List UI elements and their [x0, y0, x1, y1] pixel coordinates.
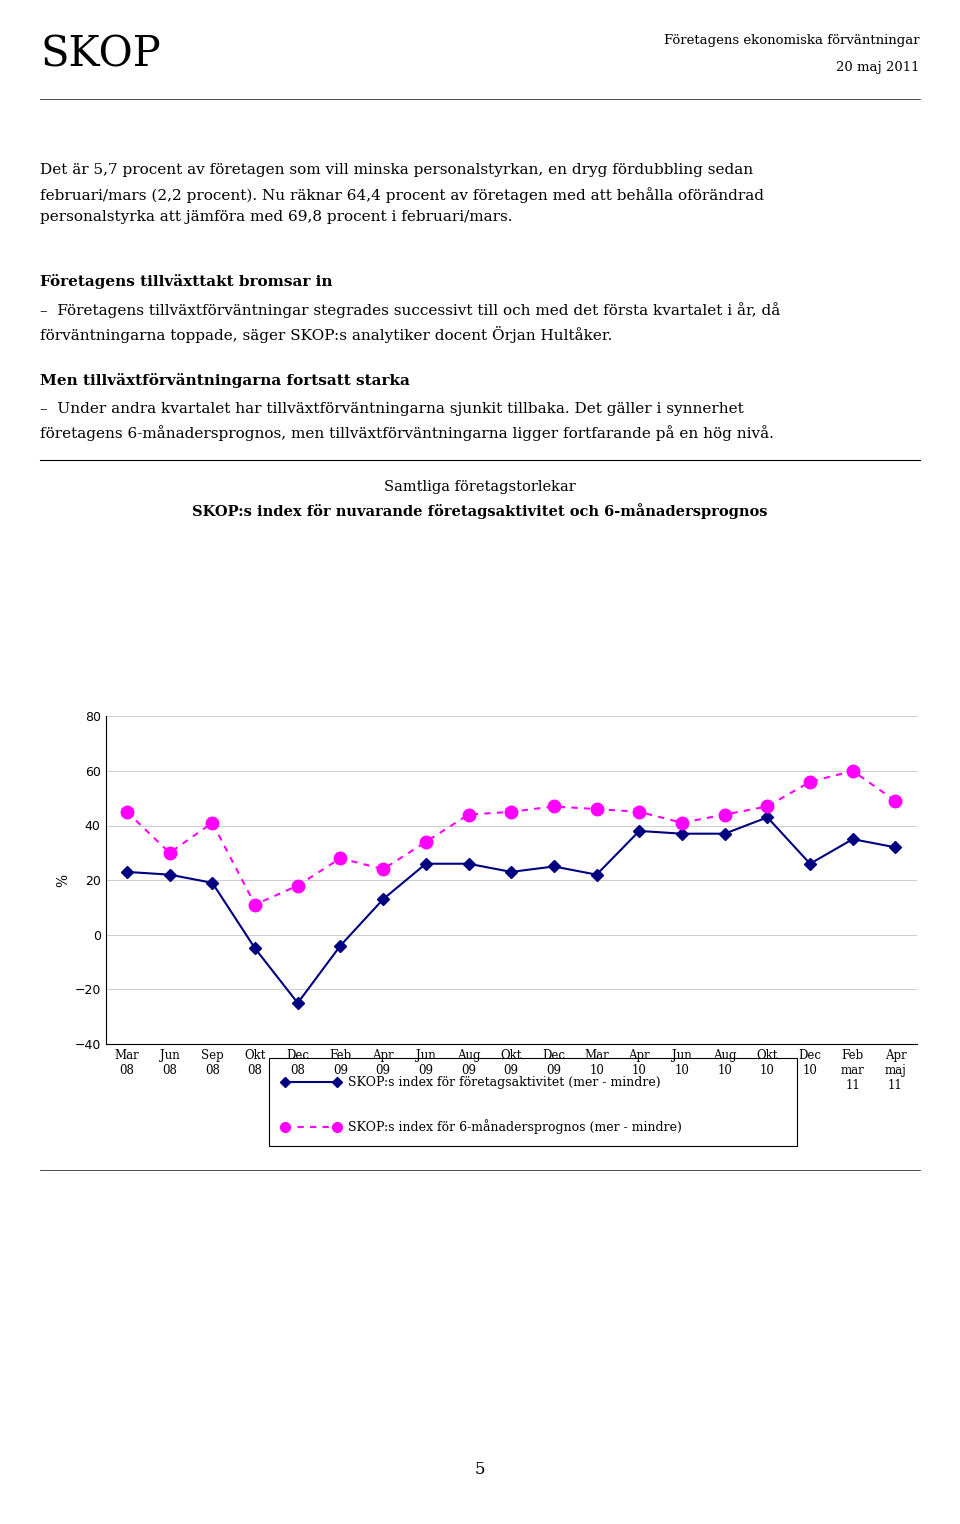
Text: Men tillväxtförväntningarna fortsatt starka: Men tillväxtförväntningarna fortsatt sta… [40, 373, 410, 389]
Text: Företagens tillväxttakt bromsar in: Företagens tillväxttakt bromsar in [40, 274, 333, 290]
Y-axis label: %: % [57, 873, 70, 887]
Text: förväntningarna toppade, säger SKOP:s analytiker docent Örjan Hultåker.: förväntningarna toppade, säger SKOP:s an… [40, 326, 612, 343]
Text: 5: 5 [475, 1462, 485, 1478]
Text: personalstyrka att jämföra med 69,8 procent i februari/mars.: personalstyrka att jämföra med 69,8 proc… [40, 210, 513, 224]
Text: företagens 6-månadersprognos, men tillväxtförväntningarna ligger fortfarande på : företagens 6-månadersprognos, men tillvä… [40, 425, 774, 440]
Text: SKOP:s index för företagsaktivitet (mer - mindre): SKOP:s index för företagsaktivitet (mer … [348, 1076, 660, 1090]
Text: Företagens ekonomiska förväntningar: Företagens ekonomiska förväntningar [664, 34, 920, 47]
Text: SKOP: SKOP [40, 34, 161, 76]
Text: Samtliga företagstorlekar: Samtliga företagstorlekar [384, 480, 576, 494]
Text: SKOP:s index för 6-månadersprognos (mer - mindre): SKOP:s index för 6-månadersprognos (mer … [348, 1119, 682, 1134]
Text: 20 maj 2011: 20 maj 2011 [836, 61, 920, 75]
Text: Det är 5,7 procent av företagen som vill minska personalstyrkan, en dryg fördubb: Det är 5,7 procent av företagen som vill… [40, 163, 754, 177]
Text: –  Under andra kvartalet har tillväxtförväntningarna sjunkit tillbaka. Det gälle: – Under andra kvartalet har tillväxtförv… [40, 401, 744, 416]
Text: –  Företagens tillväxtförväntningar stegrades successivt till och med det första: – Företagens tillväxtförväntningar stegr… [40, 303, 780, 319]
Text: februari/mars (2,2 procent). Nu räknar 64,4 procent av företagen med att behålla: februari/mars (2,2 procent). Nu räknar 6… [40, 186, 764, 203]
Text: SKOP:s index för nuvarande företagsaktivitet och 6-månadersprognos: SKOP:s index för nuvarande företagsaktiv… [192, 503, 768, 518]
